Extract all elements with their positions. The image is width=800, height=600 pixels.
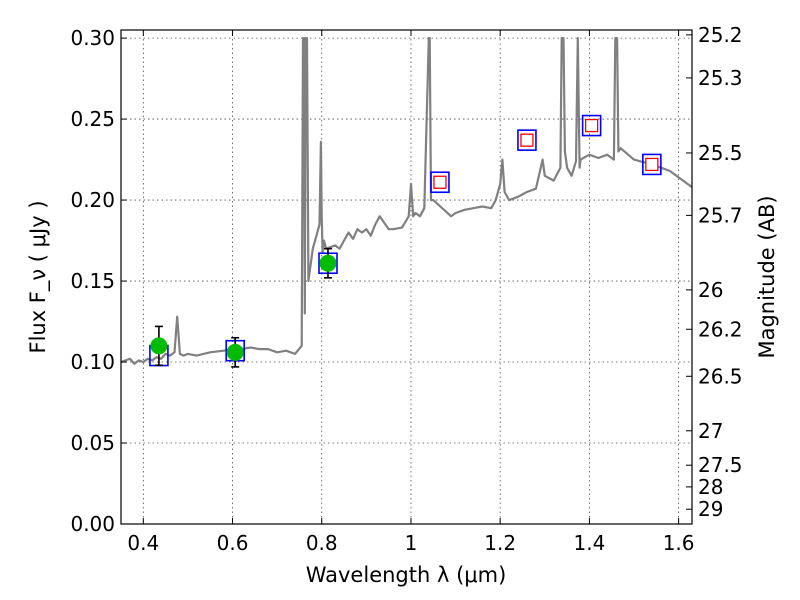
x-tick-label: 0.8: [306, 531, 338, 555]
y-tick-label: 0.20: [70, 188, 115, 212]
y-axis-label: Flux F_ν ( μJy ): [26, 200, 51, 353]
markers: [149, 114, 662, 368]
upper-limit-marker: [520, 133, 534, 147]
x-tick-label: 0.6: [217, 531, 249, 555]
observed-flux-point: [226, 343, 244, 361]
ticks: 0.4 0.6 0.8 1 1.2 1.4 1.6 0.00 0.05 0.10 0.15 0.20 0…: [70, 23, 742, 555]
mag-tick-label: 26: [698, 278, 723, 302]
y2-axis-label: Magnitude (AB): [755, 195, 779, 358]
mag-tick-label: 27.5: [698, 453, 743, 477]
y-tick-label: 0.05: [70, 431, 115, 455]
x-tick-label: 1: [405, 531, 418, 555]
mag-tick-label: 25.2: [698, 23, 743, 47]
model-flux-box: [430, 171, 450, 194]
mag-tick-label: 25.7: [698, 203, 743, 227]
y-tick-label: 0.25: [70, 107, 115, 131]
model-flux-box: [642, 153, 662, 176]
mag-tick-label: 29: [698, 497, 723, 521]
spectrum-line: [121, 36, 692, 365]
x-tick-label: 1.4: [573, 531, 605, 555]
y-tick-label: 0.10: [70, 350, 115, 374]
x-axis-label: Wavelength λ (μm): [306, 563, 507, 587]
mag-tick-label: 26.2: [698, 317, 743, 341]
y-tick-label: 0.15: [70, 269, 115, 293]
y-tick-label: 0.30: [70, 26, 115, 50]
x-tick-label: 0.4: [127, 531, 159, 555]
upper-limit-marker: [433, 175, 447, 189]
model-flux-box: [517, 129, 537, 151]
x-tick-label: 1.6: [663, 531, 695, 555]
upper-limit-marker: [584, 118, 599, 133]
y-tick-label: 0.00: [70, 512, 115, 536]
plot-background: [121, 30, 692, 524]
mag-tick-label: 27: [698, 419, 723, 443]
mag-tick-label: 25.5: [698, 141, 743, 165]
data-layer: [121, 36, 692, 365]
plot-frame: [120, 29, 693, 525]
observed-flux-point: [319, 254, 337, 272]
x-tick-label: 1.2: [484, 531, 516, 555]
observed-flux-point: [150, 337, 168, 355]
mag-tick-label: 26.5: [698, 364, 743, 388]
model-flux-box: [581, 114, 602, 137]
mag-tick-label: 28: [698, 475, 723, 499]
upper-limit-marker: [645, 157, 659, 172]
mag-tick-label: 25.3: [698, 66, 743, 90]
